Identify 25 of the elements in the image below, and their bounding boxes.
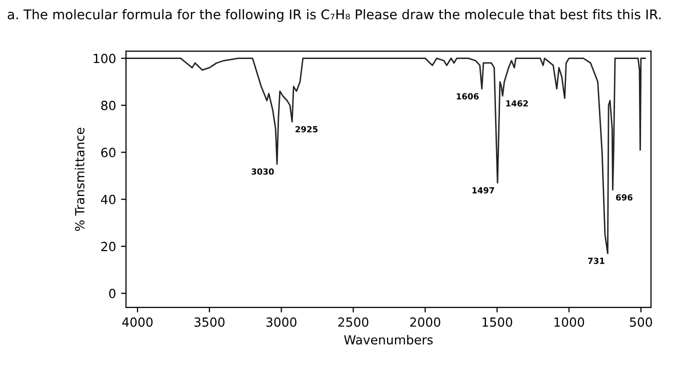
annotation: 696 [616, 194, 632, 201]
annotation: 3030 [252, 168, 274, 175]
x-tick-label: 2500 [338, 317, 368, 327]
annotation: 1462 [506, 100, 528, 107]
x-axis-title: Wavenumbers [344, 334, 433, 344]
x-tick-label: 2000 [410, 317, 440, 327]
y-tick-label: 80 [101, 100, 116, 110]
annotation: 1606 [456, 93, 479, 100]
y-tick-label: 40 [100, 194, 116, 204]
x-tick-label: 3500 [194, 317, 224, 327]
x-tick-label: 500 [630, 317, 652, 327]
y-tick-label: 100 [94, 54, 116, 64]
annotation: 2925 [296, 126, 318, 132]
y-axis-title: % Transmittance [74, 128, 84, 231]
line-series [126, 58, 646, 254]
y-tick-label: 0 [109, 288, 116, 298]
annotation: 1497 [472, 187, 494, 194]
y-tick-label: 60 [101, 148, 116, 158]
x-tick-label: 1500 [482, 317, 512, 327]
chart-title: a. The molecular formula for the following IR is C₇H₈ Please draw the molecule that best fits this IR. [8, 9, 660, 22]
y-tick-label: 20 [101, 242, 116, 252]
annotation: 731 [588, 258, 604, 264]
x-tick-label: 1000 [554, 317, 584, 327]
x-tick-label: 4000 [122, 317, 153, 327]
x-tick-label: 3000 [266, 317, 296, 327]
